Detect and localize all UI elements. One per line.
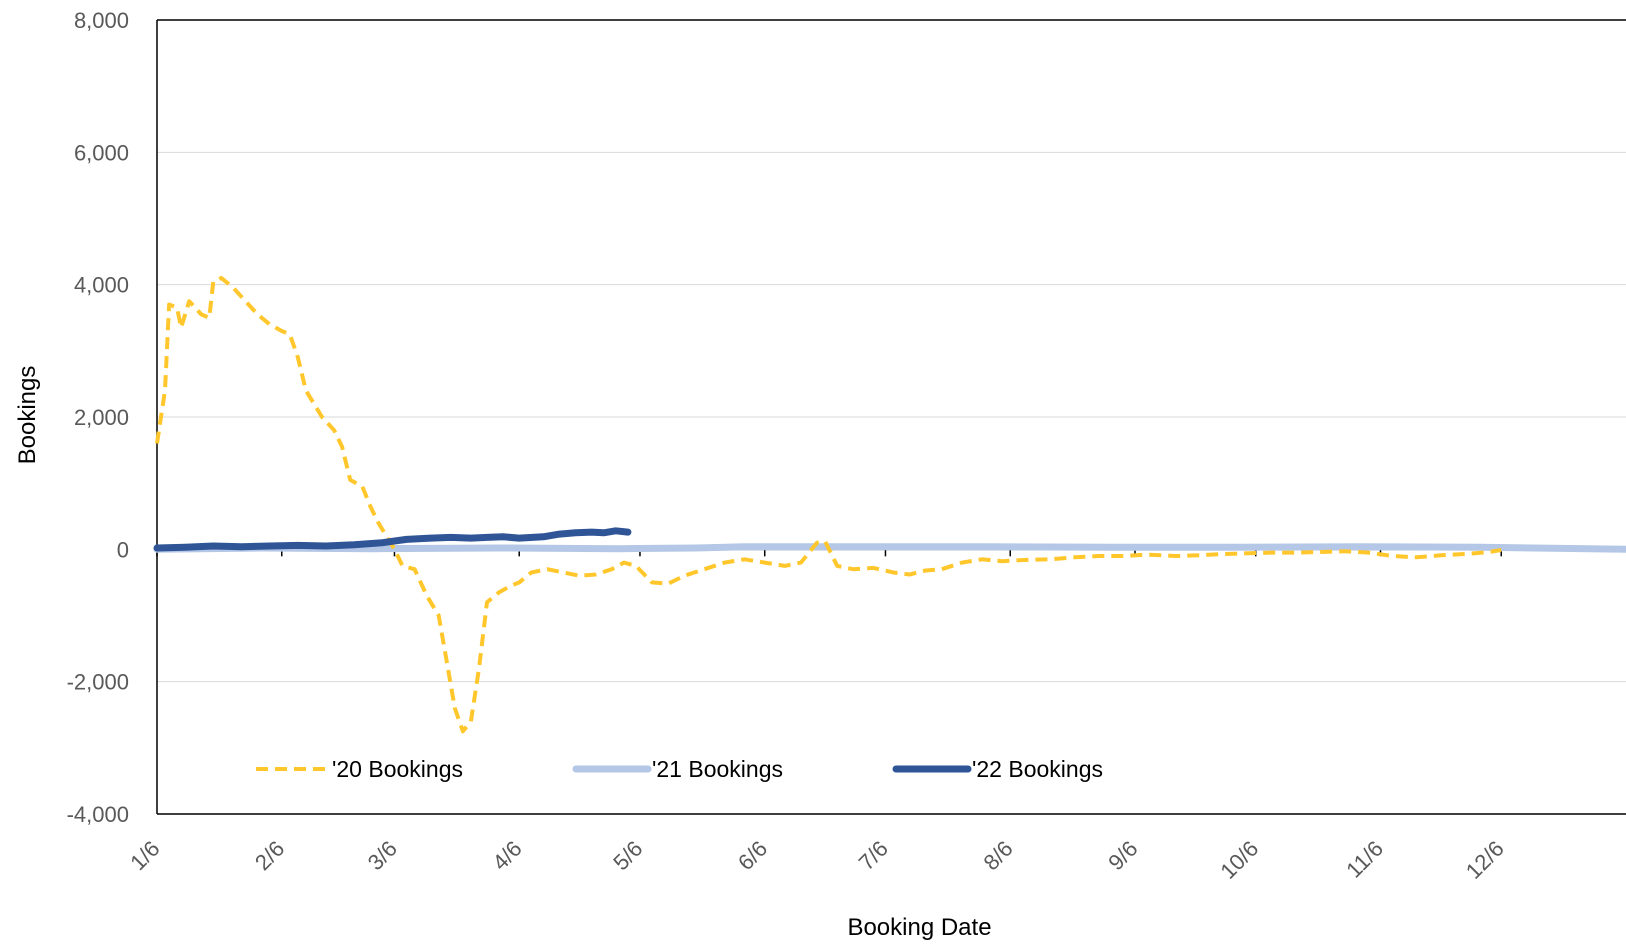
x-tick-label: 9/6 <box>1103 836 1142 875</box>
x-tick-label: 7/6 <box>854 836 893 875</box>
y-tick-label: 0 <box>117 537 129 562</box>
x-axis-title: Booking Date <box>847 914 991 941</box>
x-tick-label: 3/6 <box>363 836 402 875</box>
y-tick-label: 8,000 <box>74 8 129 33</box>
x-tick-label: 2/6 <box>250 836 289 875</box>
x-tick-label: 6/6 <box>733 836 772 875</box>
legend-label: '22 Bookings <box>972 756 1103 782</box>
x-tick-labels: 1/6 2/6 3/6 4/6 5/6 6/6 7/6 8/6 9/6 10/6 11/6 12/6 <box>125 836 1509 884</box>
x-tick-label: 8/6 <box>978 836 1017 875</box>
y-tick-label: -2,000 <box>67 670 129 695</box>
y-tick-label: 2,000 <box>74 405 129 430</box>
legend-label: '21 Bookings <box>652 756 783 782</box>
series-line-22 <box>153 527 632 552</box>
series-lines <box>153 276 1626 734</box>
y-axis-title: Bookings <box>14 366 41 465</box>
gridlines <box>157 19 1626 683</box>
y-tick-label: -4,000 <box>67 802 129 827</box>
x-tick-label: 12/6 <box>1461 836 1509 884</box>
x-tick-label: 11/6 <box>1341 836 1388 883</box>
x-tick-label: 1/6 <box>125 836 164 875</box>
legend: '20 Bookings '21 Bookings '22 Bookings <box>256 756 1103 782</box>
series-line-20 <box>155 276 1502 734</box>
x-tick-label: 5/6 <box>608 836 647 875</box>
y-tick-label: 4,000 <box>74 273 129 298</box>
y-tick-label: 6,000 <box>74 140 129 165</box>
legend-label: '20 Bookings <box>332 756 463 782</box>
x-tick-label: 10/6 <box>1215 836 1263 884</box>
y-tick-labels: -4,000 -2,000 0 2,000 4,000 6,000 8,000 <box>67 8 129 827</box>
x-tick-label: 4/6 <box>487 836 526 875</box>
series-line-21 <box>153 543 1626 553</box>
